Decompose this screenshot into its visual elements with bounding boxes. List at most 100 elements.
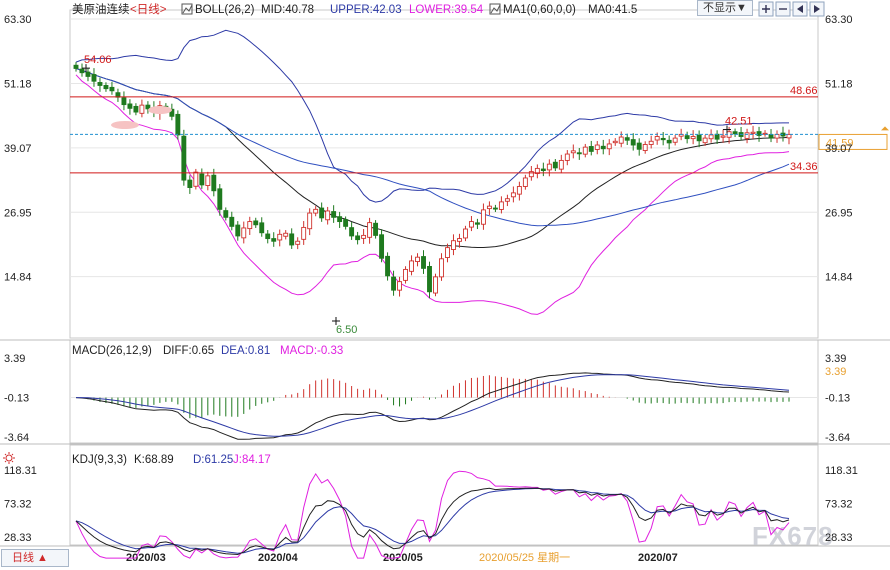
candle-body bbox=[636, 142, 642, 150]
period-label[interactable]: <日线> bbox=[130, 2, 167, 16]
candle-body bbox=[756, 131, 762, 136]
candle-body bbox=[121, 97, 127, 106]
candle-body bbox=[181, 135, 187, 181]
candle-body bbox=[433, 276, 438, 294]
current-price-box bbox=[818, 133, 888, 150]
candle-body bbox=[618, 136, 624, 144]
price-axis-label-left: 39.07 bbox=[4, 143, 32, 155]
candle-body bbox=[217, 188, 223, 210]
price-axis-label-left: 63.30 bbox=[4, 14, 32, 26]
macd-axis-label-left: 3.39 bbox=[4, 353, 25, 365]
kdj-d-value: D:61.25 bbox=[193, 454, 233, 466]
settings-sun-icon[interactable] bbox=[5, 454, 13, 462]
candle-body bbox=[199, 173, 205, 186]
candle-body bbox=[169, 108, 175, 117]
candle-body bbox=[708, 134, 714, 140]
extreme-label: 42.51 bbox=[725, 116, 753, 128]
move-left-glyph bbox=[797, 5, 803, 13]
candle-body bbox=[139, 104, 145, 114]
candle-body bbox=[486, 205, 492, 210]
kdj-k-value: K:68.89 bbox=[134, 454, 174, 466]
date-label: 2020/04 bbox=[258, 552, 299, 564]
candle-body bbox=[307, 212, 313, 230]
hide-indicator-button[interactable]: 不显示▼ bbox=[697, 0, 753, 16]
candle-body bbox=[127, 103, 133, 109]
candle-body bbox=[385, 255, 391, 277]
kdj-axis-label-left: 28.33 bbox=[4, 532, 32, 544]
main-panel-frame bbox=[69, 9, 819, 339]
candle-body bbox=[403, 268, 408, 281]
candle-body bbox=[97, 82, 103, 86]
price-axis-label-left: 51.18 bbox=[4, 78, 32, 90]
candle-body bbox=[439, 258, 444, 278]
candle-body bbox=[666, 139, 672, 144]
ma-toggle-icon-glyph bbox=[490, 4, 501, 14]
candle-body bbox=[253, 220, 259, 226]
settings-sun-icon-rays bbox=[3, 452, 15, 464]
candle-body bbox=[145, 104, 151, 110]
boll-upper-line bbox=[75, 29, 789, 203]
ma0-value: MA0:41.5 bbox=[588, 4, 637, 16]
kdj-k-line bbox=[75, 487, 790, 556]
candle-body bbox=[241, 227, 247, 239]
boll-mid-value: MID:40.78 bbox=[261, 4, 314, 16]
candle-body bbox=[247, 221, 253, 230]
macd-axis-label-right: 3.39 bbox=[825, 353, 846, 365]
macd-axis-label-right: -0.13 bbox=[825, 393, 850, 405]
candle-body bbox=[109, 86, 115, 92]
candle-body bbox=[654, 136, 660, 141]
instrument-title: 美原油连续 bbox=[72, 2, 130, 16]
price-axis-label-right: 39.07 bbox=[825, 143, 853, 155]
candle-body bbox=[546, 163, 552, 171]
candle-body bbox=[594, 144, 600, 150]
boll-lower-value: LOWER:39.54 bbox=[409, 4, 484, 16]
move-right-glyph bbox=[814, 5, 820, 13]
candle-body bbox=[187, 179, 193, 188]
extreme-label: 6.50 bbox=[336, 324, 357, 336]
candle-body bbox=[768, 134, 774, 139]
candle-body bbox=[528, 171, 534, 178]
candle-body bbox=[480, 209, 486, 225]
candle-body bbox=[504, 198, 510, 202]
current-price-label: 41.59 bbox=[826, 137, 854, 149]
date-axis: 2020/03 2020/04 2020/05 2020/05/25 星期一 2… bbox=[126, 551, 678, 564]
candle-body bbox=[331, 211, 337, 218]
candle-body bbox=[367, 222, 373, 238]
candle-body bbox=[510, 192, 516, 198]
kdj-plot bbox=[75, 470, 790, 559]
candle-body bbox=[474, 222, 480, 225]
candle-body bbox=[690, 136, 696, 140]
candle-body bbox=[133, 105, 139, 113]
candle-body bbox=[283, 232, 289, 237]
kdj-axis-label-right: 118.31 bbox=[825, 465, 858, 477]
candle-body bbox=[451, 240, 456, 250]
price-axis-label-right: 51.18 bbox=[825, 78, 853, 90]
ma-toggle-icon[interactable] bbox=[489, 3, 501, 15]
candle-body bbox=[564, 153, 570, 161]
date-label: 2020/05 bbox=[383, 552, 423, 564]
macd-axis-label-left: -3.64 bbox=[4, 432, 29, 444]
period-dropdown-button[interactable]: 日线 ▲ bbox=[1, 549, 69, 567]
macd-dea-value: DEA:0.81 bbox=[221, 345, 270, 357]
candle-body bbox=[175, 113, 181, 136]
candle-body bbox=[684, 135, 690, 140]
boll-toggle-icon[interactable] bbox=[181, 3, 193, 15]
candle-body bbox=[79, 68, 85, 74]
kdj-axis-label-right: 28.33 bbox=[825, 532, 853, 544]
axis-labels: 63.30 63.30 51.18 51.18 39.07 39.07 26.95 26.95… bbox=[4, 14, 858, 544]
candle-body bbox=[463, 228, 468, 239]
macd-diff-line bbox=[75, 372, 790, 440]
boll-toggle-icon-glyph bbox=[182, 4, 193, 14]
kdj-label: KDJ(9,3,3) bbox=[72, 454, 127, 466]
main-plot: 48.66 34.36 41.59 54.06 42.51 6.50 bbox=[70, 18, 889, 336]
candle-body bbox=[277, 233, 283, 241]
gap-highlight bbox=[111, 121, 139, 129]
candle-body bbox=[576, 152, 582, 155]
candle-body bbox=[325, 210, 331, 221]
candle-body bbox=[774, 133, 780, 139]
candle-body bbox=[606, 143, 612, 150]
candle-body bbox=[630, 139, 636, 146]
candle-body bbox=[648, 140, 654, 145]
watermark-logo: FX678 bbox=[752, 521, 834, 551]
